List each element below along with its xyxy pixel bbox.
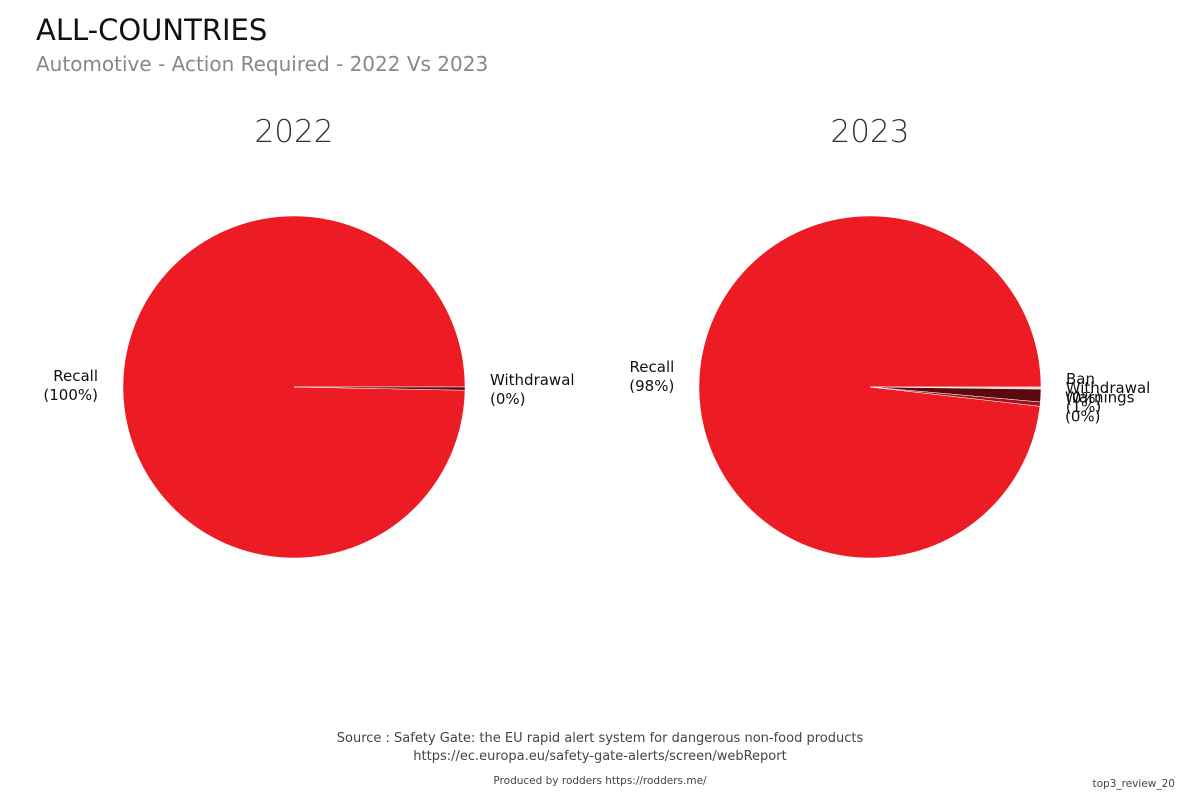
credit: Produced by rodders https://rodders.me/ [493,775,707,787]
tag: top3_review_20 [1093,778,1175,790]
slice-category: Ban [1066,370,1095,388]
slice-label: Withdrawal (0%) [490,371,575,408]
slice-label: Ban (0%) [1066,370,1102,407]
slice-category: Withdrawal [1066,379,1151,397]
slice-category: Withdrawal [490,371,575,389]
slice-label: Warnings (0%) [1065,389,1135,426]
pie-slice [869,386,1041,407]
slice-label: Recall (100%) [43,367,98,404]
slice-category: Recall [53,367,98,385]
slice-value-label: (0%) [1065,408,1101,426]
source-url: https://ec.europa.eu/safety-gate-alerts/… [413,749,786,764]
slice-value-label: (0%) [1066,389,1102,407]
slice-category: Recall [630,358,675,376]
subtitle: Automotive - Action Required - 2022 Vs 2… [36,52,488,76]
slice-label: Withdrawal (1%) [1066,379,1151,416]
slice-category: Warnings [1065,389,1135,407]
slice-value-label: (100%) [43,386,98,404]
pie-title: 2023 [831,114,910,150]
slice-label: Recall (98%) [629,358,674,395]
title: ALL-COUNTRIES [36,13,267,47]
slice-value-label: (0%) [490,390,526,408]
pie-slice [293,386,466,391]
slice-value-label: (98%) [629,377,674,395]
pie-title: 2022 [255,114,334,150]
source: Source : Safety Gate: the EU rapid alert… [337,731,864,746]
slice-value-label: (1%) [1066,398,1102,416]
